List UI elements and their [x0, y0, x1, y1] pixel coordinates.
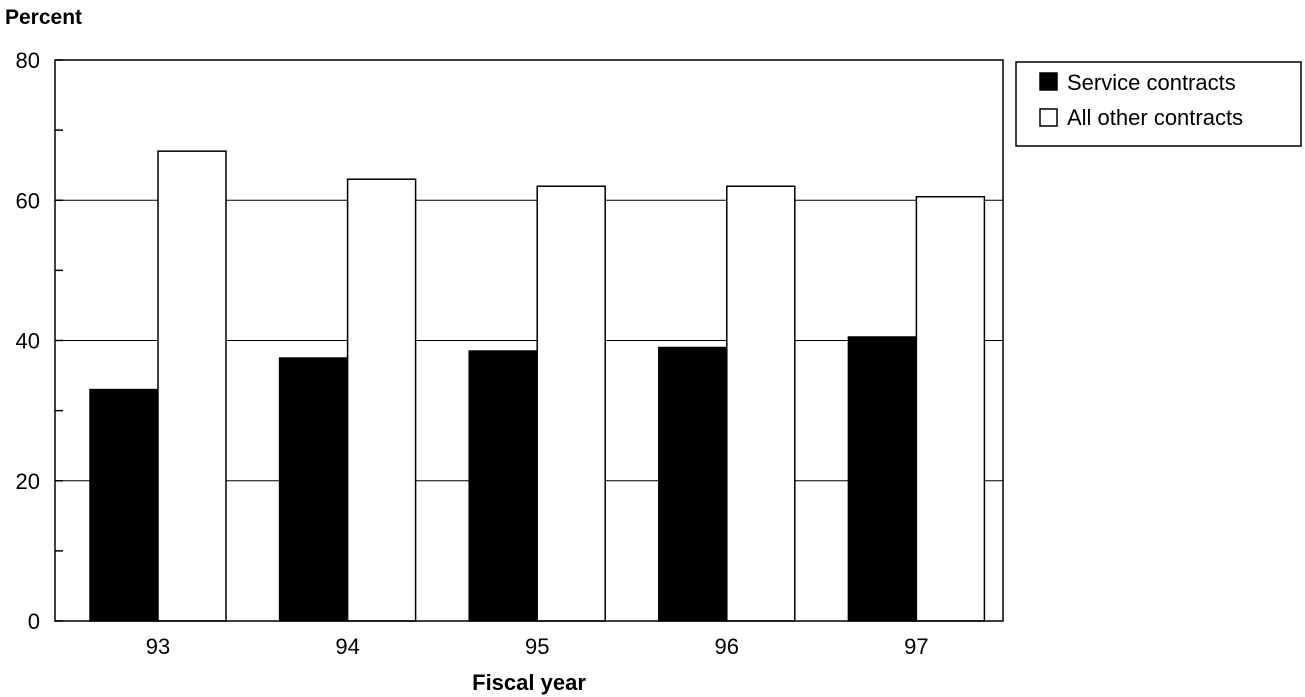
- y-tick-label-60: 60: [16, 188, 40, 213]
- legend: Service contracts All other contracts: [1015, 61, 1302, 147]
- y-tick-label-0: 0: [28, 609, 40, 634]
- bar-all-other-contracts-97: [915, 195, 986, 622]
- bar-all-other-contracts-95: [536, 185, 606, 622]
- x-tick-label-93: 93: [146, 634, 170, 659]
- y-tick-label-20: 20: [16, 469, 40, 494]
- x-tick-label-95: 95: [525, 634, 549, 659]
- y-tick-label-80: 80: [16, 48, 40, 73]
- x-tick-label-94: 94: [335, 634, 359, 659]
- legend-label-all-other-contracts: All other contracts: [1067, 105, 1243, 130]
- bar-all-other-contracts-93: [157, 150, 227, 622]
- x-tick-label-97: 97: [904, 634, 928, 659]
- legend-box: [1015, 61, 1302, 147]
- y-axis-label: Percent: [5, 6, 82, 29]
- y-tick-label-40: 40: [16, 329, 40, 354]
- bar-all-other-contracts-96: [726, 185, 796, 622]
- bar-service-contracts-97: [847, 336, 918, 622]
- bar-service-contracts-93: [89, 388, 159, 622]
- x-axis-title: Fiscal year: [472, 670, 586, 695]
- legend-label-service-contracts: Service contracts: [1067, 70, 1236, 95]
- bar-service-contracts-94: [278, 357, 349, 622]
- bar-service-contracts-95: [468, 350, 538, 622]
- x-axis-ticks: 93 94 95 96 97: [146, 634, 929, 659]
- legend-swatch-service-contracts: [1039, 72, 1058, 91]
- bars: [89, 150, 986, 622]
- y-axis-ticks: 0 20 40 60 80: [16, 48, 63, 634]
- legend-swatch-all-other-contracts: [1039, 108, 1058, 127]
- x-tick-label-96: 96: [715, 634, 739, 659]
- bar-all-other-contracts-94: [346, 178, 417, 622]
- bar-service-contracts-96: [658, 346, 728, 622]
